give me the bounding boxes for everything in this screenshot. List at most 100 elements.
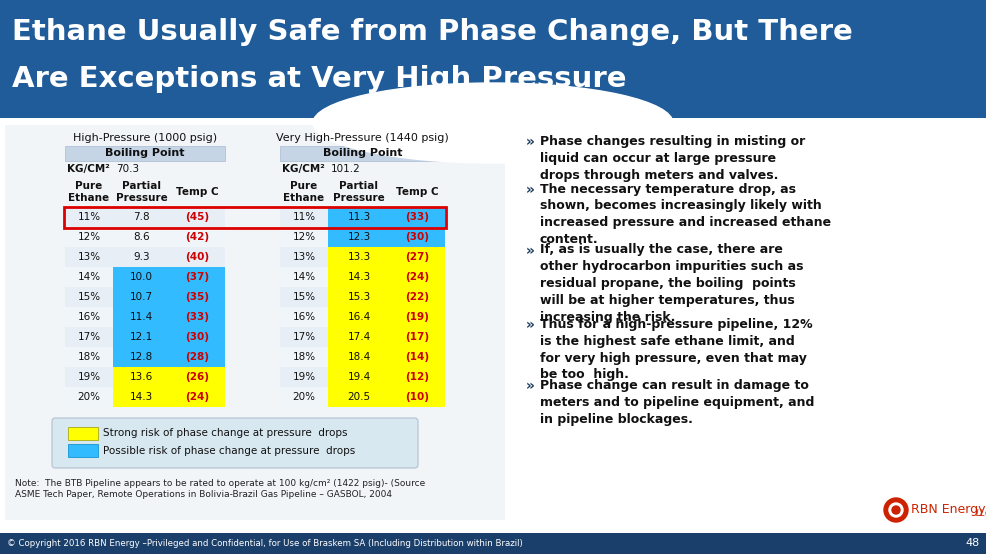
Text: 18.4: 18.4 (347, 352, 371, 362)
Text: 13%: 13% (78, 252, 101, 262)
Text: 16%: 16% (78, 312, 101, 322)
FancyBboxPatch shape (65, 367, 225, 387)
FancyBboxPatch shape (52, 418, 418, 468)
FancyBboxPatch shape (170, 267, 225, 287)
Text: Phase changes resulting in misting or
liquid can occur at large pressure
drops t: Phase changes resulting in misting or li… (540, 135, 806, 182)
FancyBboxPatch shape (113, 307, 170, 327)
FancyBboxPatch shape (280, 207, 445, 227)
FancyBboxPatch shape (390, 247, 445, 267)
Text: Possible risk of phase change at pressure  drops: Possible risk of phase change at pressur… (103, 445, 355, 455)
Text: (26): (26) (185, 372, 209, 382)
Text: 19%: 19% (293, 372, 316, 382)
FancyBboxPatch shape (390, 307, 445, 327)
Text: KG/CM²: KG/CM² (67, 164, 109, 174)
Text: Boiling Point: Boiling Point (106, 148, 184, 158)
Circle shape (892, 506, 900, 514)
Text: High-Pressure (1000 psig): High-Pressure (1000 psig) (73, 133, 217, 143)
Text: 17.4: 17.4 (347, 332, 371, 342)
Text: Pure
Ethane: Pure Ethane (283, 181, 324, 203)
FancyBboxPatch shape (280, 267, 445, 287)
Text: 17%: 17% (293, 332, 316, 342)
FancyBboxPatch shape (65, 247, 225, 267)
Text: 15%: 15% (293, 292, 316, 302)
Text: »: » (526, 182, 534, 197)
FancyBboxPatch shape (65, 146, 225, 161)
Text: 20%: 20% (78, 392, 101, 402)
Text: (28): (28) (185, 352, 209, 362)
Text: 13%: 13% (293, 252, 316, 262)
FancyBboxPatch shape (280, 387, 445, 407)
Text: Note:  The BTB Pipeline appears to be rated to operate at 100 kg/cm² (1422 psig): Note: The BTB Pipeline appears to be rat… (15, 479, 425, 488)
FancyBboxPatch shape (170, 387, 225, 407)
FancyBboxPatch shape (390, 287, 445, 307)
Text: (42): (42) (185, 232, 210, 242)
Text: 18%: 18% (293, 352, 316, 362)
Text: (37): (37) (185, 272, 210, 282)
Text: 11%: 11% (78, 212, 101, 222)
FancyBboxPatch shape (170, 287, 225, 307)
Text: »: » (526, 379, 534, 393)
Text: 13.3: 13.3 (347, 252, 371, 262)
Text: 10.0: 10.0 (130, 272, 153, 282)
Text: 7.8: 7.8 (133, 212, 150, 222)
Text: (35): (35) (185, 292, 209, 302)
FancyBboxPatch shape (170, 367, 225, 387)
Text: 15%: 15% (78, 292, 101, 302)
FancyBboxPatch shape (390, 267, 445, 287)
Text: Are Exceptions at Very High Pressure: Are Exceptions at Very High Pressure (12, 65, 626, 93)
Text: (45): (45) (185, 212, 210, 222)
FancyBboxPatch shape (65, 327, 225, 347)
FancyBboxPatch shape (280, 227, 445, 247)
Text: Boiling Point: Boiling Point (322, 148, 402, 158)
Circle shape (884, 498, 908, 522)
Text: 48: 48 (965, 538, 980, 548)
Text: (30): (30) (405, 232, 430, 242)
FancyBboxPatch shape (65, 267, 225, 287)
Text: 13.6: 13.6 (130, 372, 153, 382)
FancyBboxPatch shape (390, 347, 445, 367)
FancyBboxPatch shape (280, 287, 445, 307)
Text: (12): (12) (405, 372, 430, 382)
Text: 101.2: 101.2 (331, 164, 361, 174)
Text: (30): (30) (185, 332, 209, 342)
FancyBboxPatch shape (65, 307, 225, 327)
FancyBboxPatch shape (390, 207, 445, 227)
FancyBboxPatch shape (328, 327, 390, 347)
Text: 19.4: 19.4 (347, 372, 371, 382)
FancyBboxPatch shape (280, 307, 445, 327)
Text: 19%: 19% (78, 372, 101, 382)
FancyBboxPatch shape (113, 387, 170, 407)
Text: (33): (33) (185, 312, 209, 322)
FancyBboxPatch shape (328, 267, 390, 287)
FancyBboxPatch shape (390, 227, 445, 247)
FancyBboxPatch shape (0, 533, 986, 554)
FancyBboxPatch shape (113, 367, 170, 387)
Text: 11%: 11% (293, 212, 316, 222)
Text: 11.4: 11.4 (130, 312, 153, 322)
Text: 16.4: 16.4 (347, 312, 371, 322)
Text: RBN Energy: RBN Energy (911, 504, 985, 516)
Text: (19): (19) (405, 312, 430, 322)
FancyBboxPatch shape (170, 347, 225, 367)
FancyBboxPatch shape (280, 347, 445, 367)
FancyBboxPatch shape (328, 387, 390, 407)
Text: (40): (40) (185, 252, 210, 262)
Text: Thus for a high-pressure pipeline, 12%
is the highest safe ethane limit, and
for: Thus for a high-pressure pipeline, 12% i… (540, 318, 812, 381)
Text: (10): (10) (405, 392, 430, 402)
FancyBboxPatch shape (328, 207, 390, 227)
FancyBboxPatch shape (280, 146, 445, 161)
Text: »: » (526, 318, 534, 332)
Text: (14): (14) (405, 352, 430, 362)
Text: 16%: 16% (293, 312, 316, 322)
Text: (17): (17) (405, 332, 430, 342)
Text: If, as is usually the case, there are
other hydrocarbon impurities such as
resid: If, as is usually the case, there are ot… (540, 244, 804, 324)
Text: 20%: 20% (293, 392, 316, 402)
FancyBboxPatch shape (113, 327, 170, 347)
Text: (33): (33) (405, 212, 430, 222)
FancyBboxPatch shape (280, 247, 445, 267)
FancyBboxPatch shape (280, 367, 445, 387)
Text: 9.3: 9.3 (133, 252, 150, 262)
FancyBboxPatch shape (280, 327, 445, 347)
Text: Phase change can result in damage to
meters and to pipeline equipment, and
in pi: Phase change can result in damage to met… (540, 379, 814, 425)
FancyBboxPatch shape (65, 347, 225, 367)
